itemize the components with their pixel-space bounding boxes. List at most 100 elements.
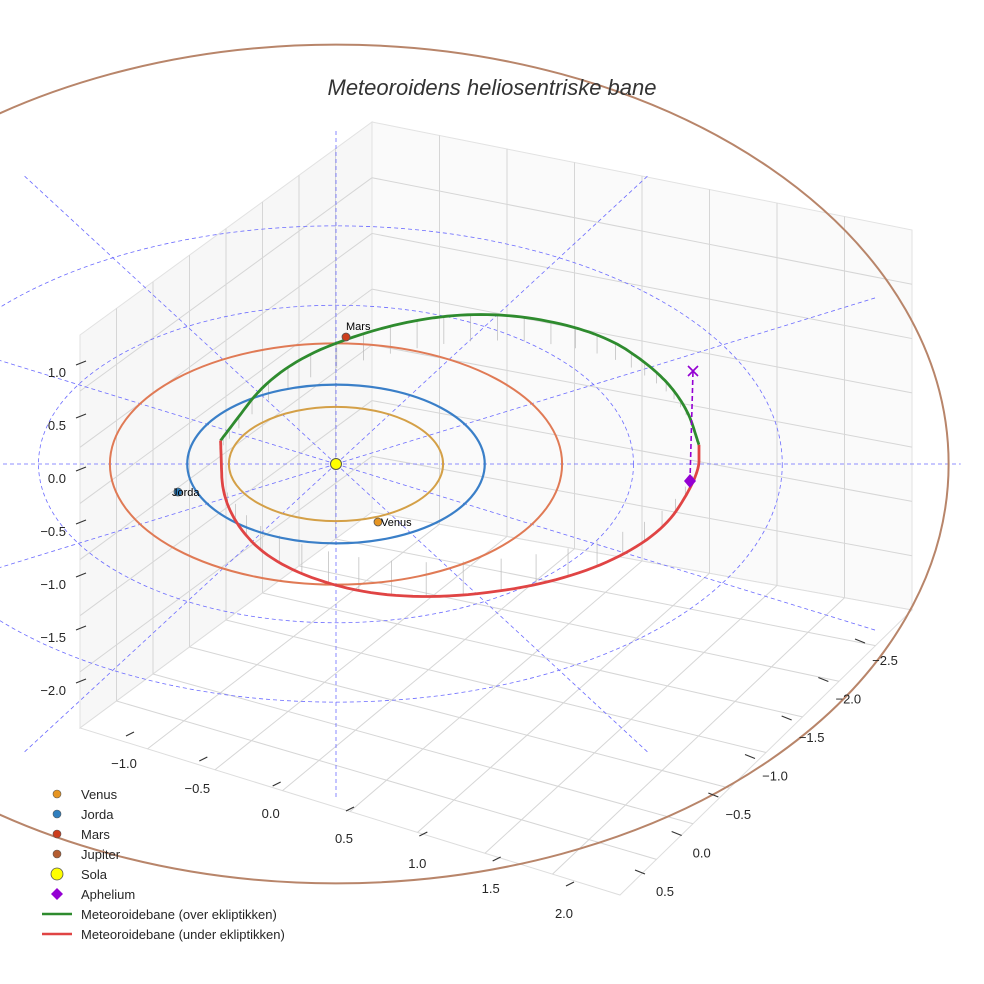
- legend-swatch: [52, 789, 62, 799]
- aphelion-drop-line: [689, 370, 694, 482]
- y-tick-label: 0.5: [656, 884, 674, 899]
- trajectory-below: [219, 440, 701, 598]
- earth-label: Jorda: [172, 487, 200, 499]
- y-tick-mark: [634, 869, 646, 875]
- legend-label: Jorda: [81, 807, 114, 822]
- left-gridline: [79, 344, 373, 560]
- y-tick-label: −1.5: [799, 730, 825, 745]
- back-gridline: [371, 288, 913, 394]
- y-tick-label: −2.0: [835, 692, 861, 707]
- x-tick-label: 0.5: [335, 831, 353, 846]
- z-tick-mark: [75, 360, 87, 366]
- aphelion-cross-marker: [687, 365, 699, 377]
- legend-swatch: [51, 888, 63, 900]
- z-tick-label: −1.0: [40, 577, 66, 592]
- legend-label: Sola: [81, 867, 108, 882]
- legend: Venus Jorda Mars Jupiter Sola Aphelium Meteoro…: [42, 787, 285, 942]
- mars-label: Mars: [346, 321, 371, 333]
- z-tick-mark: [75, 466, 87, 472]
- y-tick-mark: [671, 830, 682, 837]
- back-gridline: [371, 400, 913, 502]
- reference-radial: [335, 174, 649, 465]
- earth-marker: [173, 487, 183, 497]
- reference-radial: [0, 463, 337, 568]
- reference-radial: [0, 360, 337, 465]
- x-tick-label: 0.0: [262, 806, 280, 821]
- z-tick-mark: [75, 519, 87, 525]
- legend-label: Mars: [81, 827, 110, 842]
- y-tick-label: −2.5: [872, 653, 898, 668]
- z-tick-label: −2.0: [40, 683, 66, 698]
- floor-gridline: [335, 538, 876, 647]
- legend-label: Meteoroidebane (over ekliptikken): [81, 907, 277, 922]
- x-tick-mark: [565, 881, 575, 887]
- back-gridline: [371, 232, 913, 340]
- legend-swatch: [52, 849, 62, 859]
- z-tick-label: 0.5: [48, 418, 66, 433]
- orbit-venus: [227, 405, 445, 523]
- aphelion-marker: [684, 474, 696, 488]
- venus-marker: [373, 517, 383, 527]
- reference-radial: [335, 463, 878, 632]
- z-tick-label: 0.0: [48, 471, 66, 486]
- mars-marker: [341, 332, 351, 342]
- orbit-jorda: [186, 383, 486, 545]
- legend-label: Meteoroidebane (under ekliptikken): [81, 927, 285, 942]
- x-tick-label: −1.0: [111, 756, 137, 771]
- y-tick-mark: [781, 715, 792, 721]
- meteoroid-trajectory: [219, 313, 701, 598]
- markers: Venus Jorda Mars: [172, 321, 699, 529]
- y-tick-label: 0.0: [693, 846, 711, 861]
- z-tick-label: −1.5: [40, 630, 66, 645]
- reference-radial: [23, 463, 337, 754]
- venus-label: Venus: [381, 517, 412, 529]
- z-tick-mark: [75, 413, 87, 419]
- x-tick-mark: [125, 731, 135, 737]
- floor-gridline: [552, 597, 845, 875]
- y-tick-mark: [818, 676, 829, 683]
- x-tick-label: 1.0: [408, 856, 426, 871]
- legend-label: Aphelium: [81, 887, 135, 902]
- floor-gridline: [262, 592, 803, 718]
- trajectory-above: [219, 313, 701, 446]
- x-tick-mark: [419, 831, 428, 837]
- y-tick-mark: [744, 753, 756, 760]
- reference-radial: [23, 174, 337, 465]
- reference-radial: [335, 463, 649, 754]
- x-tick-label: 1.5: [482, 881, 500, 896]
- left-gridline: [79, 455, 373, 673]
- x-tick-mark: [345, 806, 355, 812]
- x-tick-mark: [199, 756, 208, 762]
- back-gridline: [371, 177, 913, 285]
- z-tick-label: 1.0: [48, 365, 66, 380]
- left-gridline: [79, 288, 373, 504]
- sun-marker: [330, 458, 342, 470]
- x-tick-mark: [492, 856, 501, 862]
- legend-label: Venus: [81, 787, 118, 802]
- floor-gridline: [417, 572, 710, 833]
- back-gridline: [371, 344, 913, 448]
- x-tick-label: −0.5: [184, 781, 210, 796]
- floor-gridline: [484, 585, 778, 854]
- floor-gridline: [298, 565, 840, 682]
- reference-grid: [0, 130, 961, 798]
- chart-title: Meteoroidens heliosentriske bane: [328, 75, 657, 100]
- legend-label: Jupiter: [81, 847, 121, 862]
- axis-ticks: −1.0 −0.5 0.0 0.5 1.0 1.5 2.0 −2.5 −2.0 −1.5 −1.0 −…: [40, 360, 898, 921]
- x-tick-label: 2.0: [555, 906, 573, 921]
- legend-swatch: [52, 829, 62, 839]
- z-tick-label: −0.5: [40, 524, 66, 539]
- back-gridline: [371, 455, 913, 557]
- orbit-jupiter: [0, 43, 950, 885]
- y-tick-mark: [708, 792, 719, 798]
- left-gridline: [79, 233, 373, 448]
- legend-swatch: [50, 867, 64, 881]
- z-tick-mark: [75, 678, 87, 684]
- z-tick-mark: [75, 572, 87, 578]
- left-gridline: [79, 177, 373, 392]
- x-tick-mark: [272, 781, 281, 787]
- y-tick-mark: [854, 638, 866, 644]
- reference-radial: [335, 296, 878, 465]
